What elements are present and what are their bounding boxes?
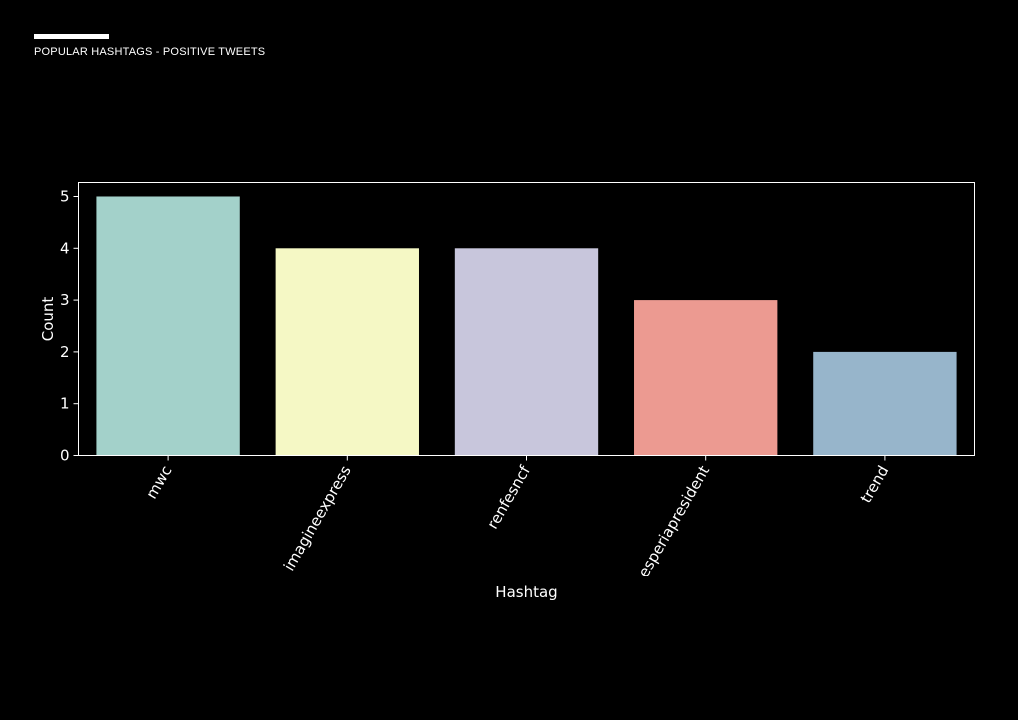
x-tick-label: mwc (142, 463, 175, 502)
y-axis-label: Count (39, 297, 57, 342)
y-tick-label: 1 (60, 395, 70, 413)
page-title: POPULAR HASHTAGS - POSITIVE TWEETS (34, 46, 266, 58)
y-tick-label: 4 (60, 239, 70, 257)
x-tick-label: imagineexpress (280, 462, 355, 574)
x-tick-label: trend (857, 463, 893, 507)
x-tick-label: esperiapresident (635, 462, 714, 580)
bar-esperiapresident (634, 300, 778, 456)
title-accent-bar (34, 34, 109, 39)
bar-imagineexpress (275, 248, 419, 456)
x-axis-label: Hashtag (495, 583, 557, 601)
y-tick-label: 5 (60, 187, 70, 205)
y-tick-label: 3 (60, 291, 70, 309)
y-tick-label: 2 (60, 343, 70, 361)
y-tick-label: 0 (60, 447, 70, 465)
x-tick-label: renfesncf (483, 462, 534, 532)
bar-renfesncf (454, 248, 599, 456)
bar-trend (813, 351, 957, 456)
bar-mwc (96, 196, 240, 456)
